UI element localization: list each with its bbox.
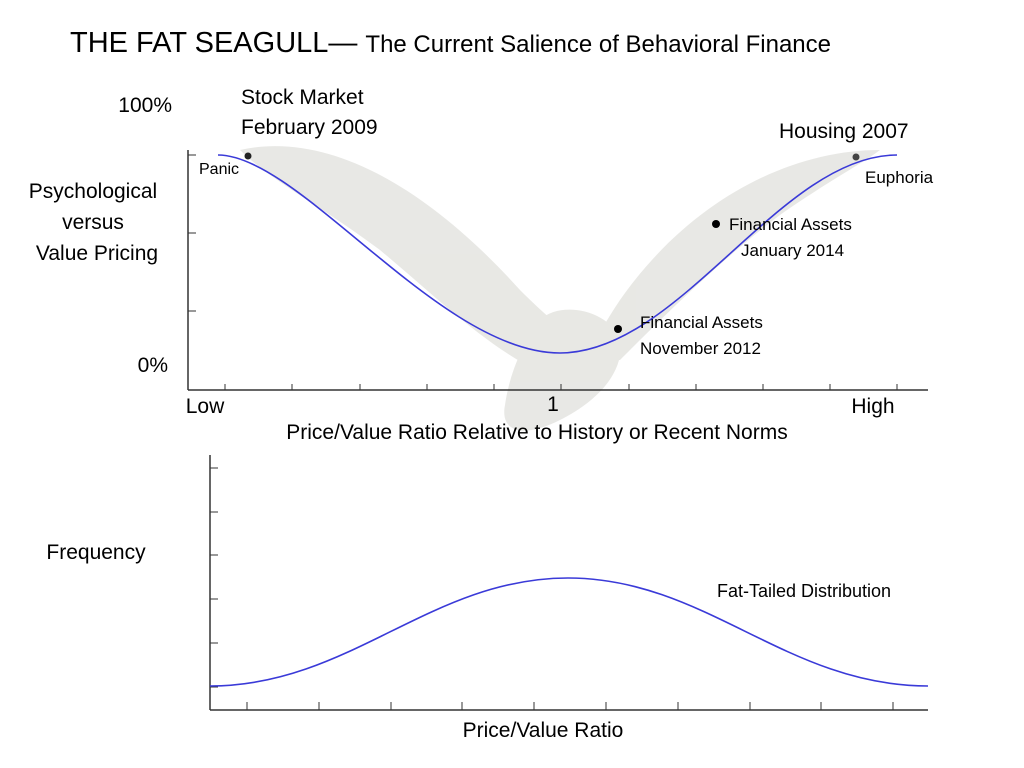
annotation: Euphoria — [865, 168, 934, 187]
y-axis-label: versus — [62, 211, 124, 234]
point-2014 — [712, 220, 720, 228]
left-wing — [240, 146, 600, 380]
x-label-high: High — [851, 395, 894, 418]
x-axis-label: Price/Value Ratio — [463, 719, 624, 742]
title-main: THE FAT SEAGULL— — [70, 27, 357, 59]
seagull — [240, 146, 880, 431]
bottom-axes — [209, 455, 928, 711]
annotation: February 2009 — [241, 116, 378, 139]
annotation: Financial Assets — [729, 215, 852, 234]
x-label-mid: 1 — [547, 393, 559, 416]
distribution-curve — [209, 577, 929, 687]
seagull-curve — [217, 154, 898, 354]
point-2012 — [614, 325, 622, 333]
annotation: Housing 2007 — [779, 120, 909, 143]
body — [504, 309, 621, 431]
title-sub: The Current Salience of Behavioral Finan… — [365, 31, 831, 58]
x-axis-label: Price/Value Ratio Relative to History or… — [286, 421, 787, 444]
point-panic — [244, 152, 252, 160]
y-ticks — [210, 467, 218, 688]
annotation: January 2014 — [741, 241, 844, 260]
annotation: Panic — [199, 161, 239, 178]
annotation: Financial Assets — [640, 313, 763, 332]
title: THE FAT SEAGULL— The Current Salience of … — [70, 27, 831, 59]
y-axis-label: Frequency — [46, 541, 146, 564]
annotation: November 2012 — [640, 339, 761, 358]
y-bottom-label: 0% — [138, 354, 168, 377]
y-top-label: 100% — [118, 94, 172, 117]
annotation: Stock Market — [241, 86, 364, 109]
top-axes — [187, 150, 928, 391]
x-ticks — [246, 702, 894, 710]
y-axis-label: Psychological — [29, 180, 157, 203]
x-ticks — [224, 384, 898, 390]
point-euphoria — [852, 153, 860, 161]
y-axis-label: Value Pricing — [36, 242, 158, 265]
annotation: Fat-Tailed Distribution — [717, 581, 891, 601]
right-wing — [585, 150, 880, 365]
x-label-low: Low — [186, 395, 225, 418]
